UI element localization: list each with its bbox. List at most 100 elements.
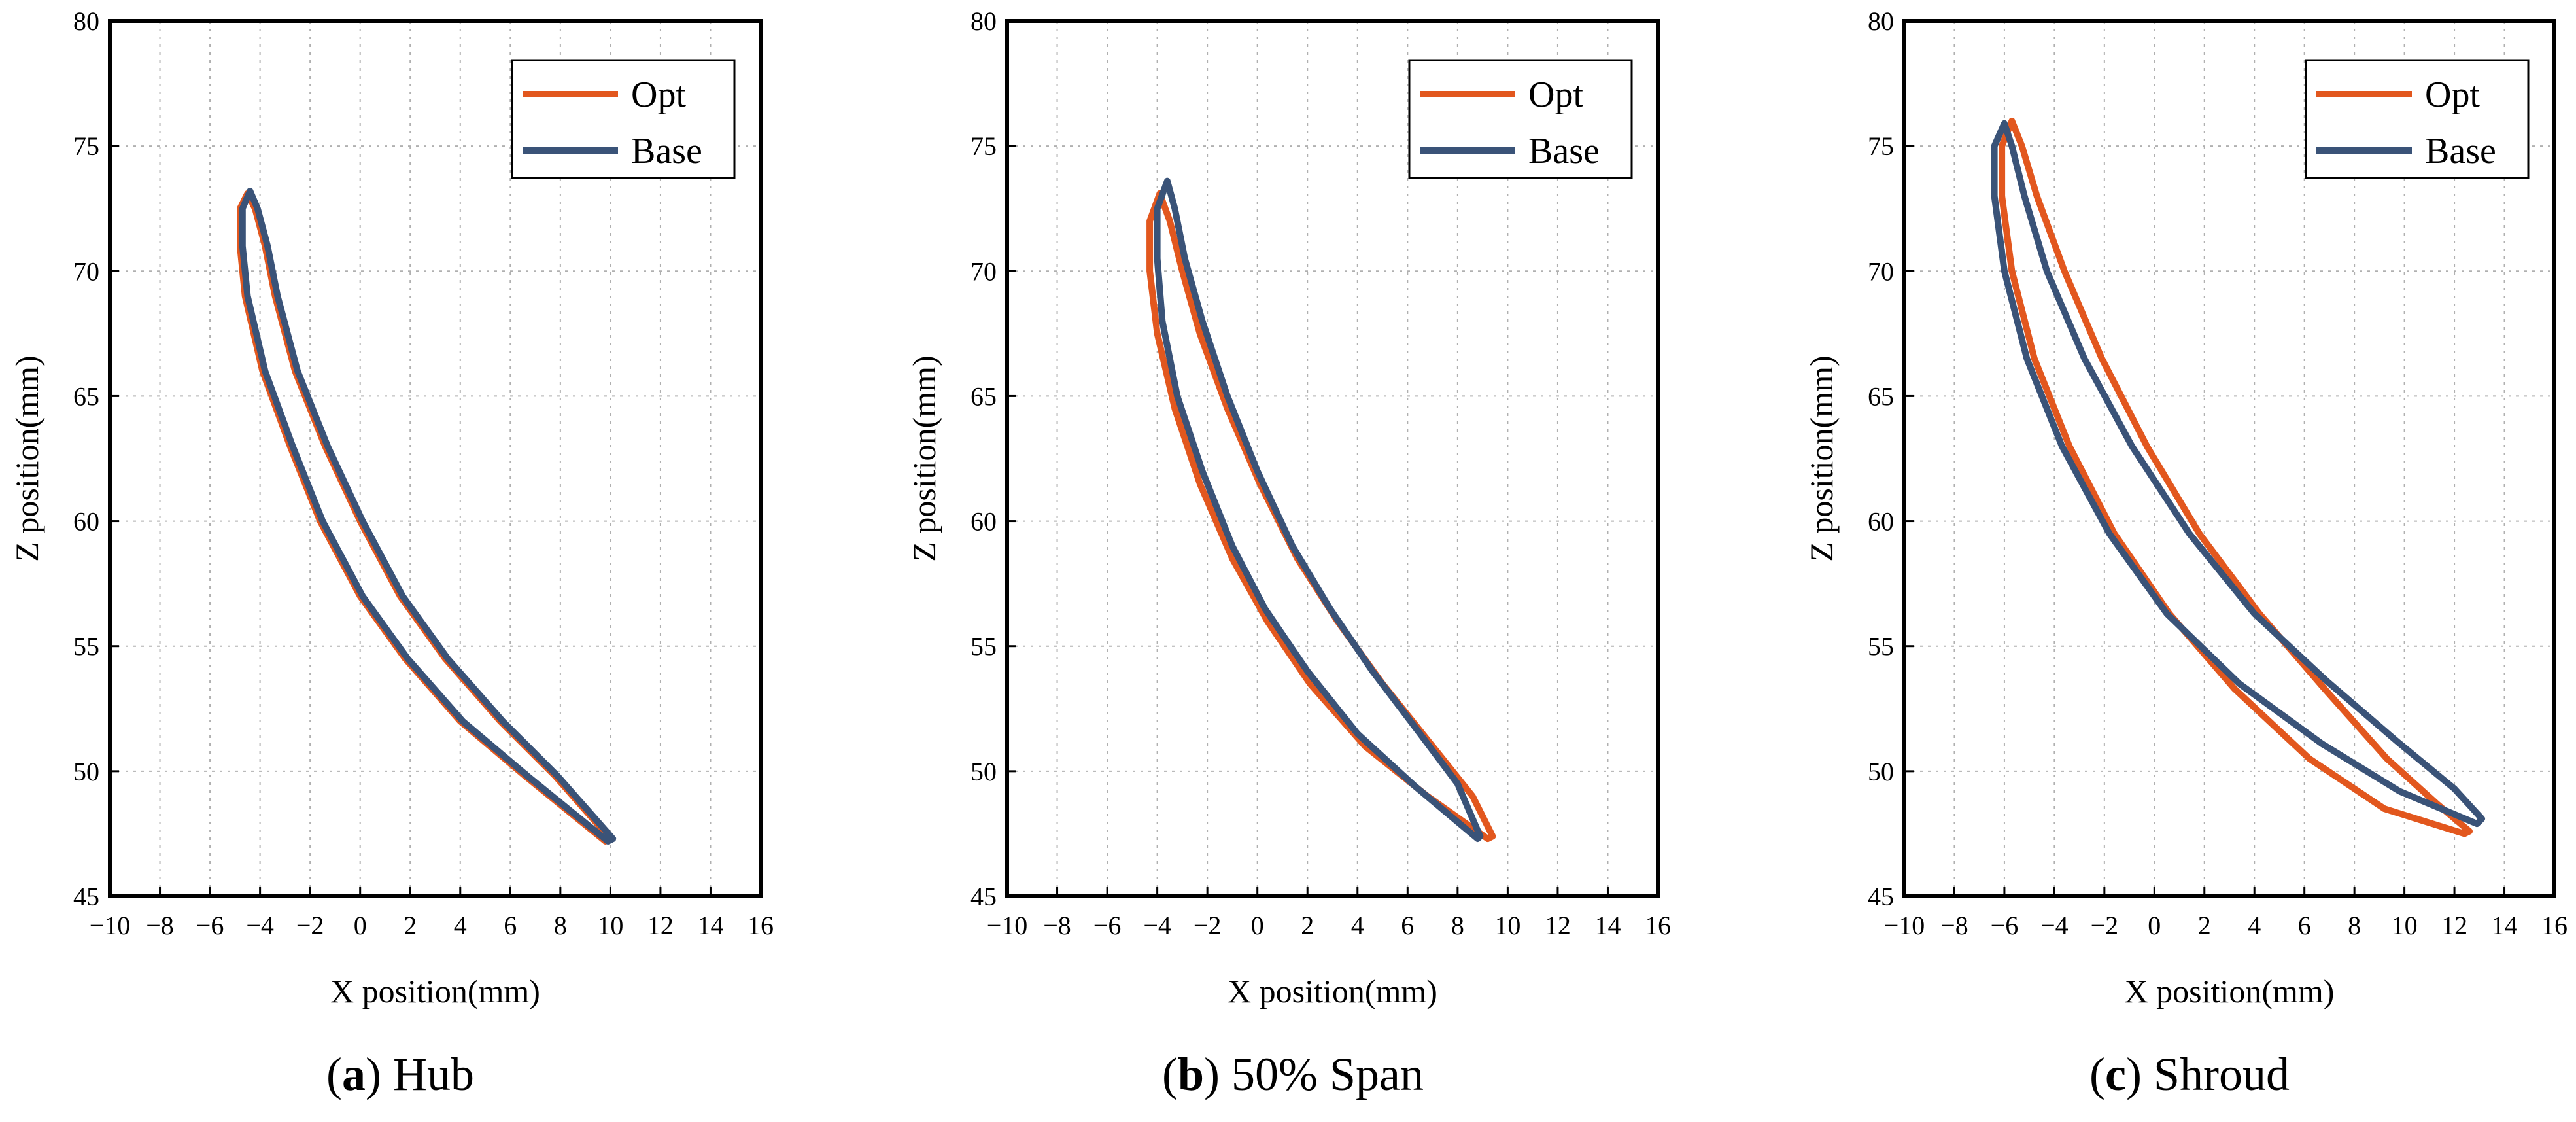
y-tick-label: 60 (970, 507, 997, 536)
caption-paren-close: ) (366, 1048, 381, 1100)
x-tick-label: 16 (2541, 911, 2567, 940)
chart-panel-c: −10 −8 −6 −4 −2 0 2 4 6 8 10 12 14 16 45 50 55 60 65 70 75 80… (1803, 7, 2567, 1100)
legend-label-base: Base (631, 131, 702, 171)
legend: Opt Base (1408, 59, 1633, 179)
y-tick-label: 80 (73, 7, 99, 36)
x-axis-label: X position(mm) (2125, 973, 2335, 1009)
y-tick-label: 65 (73, 381, 99, 411)
caption-paren-close: ) (2126, 1048, 2142, 1100)
plot-frame (1005, 19, 1660, 898)
y-axis-label: Z position(mm) (1803, 355, 1840, 561)
caption-text: Shroud (2142, 1048, 2290, 1100)
x-tick-label: −4 (2040, 911, 2069, 940)
y-tick-label: 70 (73, 256, 99, 286)
y-axis-label: Z position(mm) (9, 355, 45, 561)
y-tick-label: 45 (73, 882, 99, 911)
y-tick-label: 80 (1868, 7, 1894, 36)
x-tick-label: −4 (1143, 911, 1171, 940)
x-tick-label: −8 (1043, 911, 1071, 940)
legend-box (2305, 59, 2530, 179)
x-tick-label: 10 (1494, 911, 1520, 940)
x-tick-label: 6 (504, 911, 517, 940)
x-tick-label: 6 (2298, 911, 2311, 940)
series-base-line (1154, 177, 1484, 843)
x-tick-label: 4 (454, 911, 467, 940)
x-tick-label: 8 (2348, 911, 2361, 940)
series-base-line (239, 188, 617, 845)
x-tick-label: 2 (404, 911, 417, 940)
y-tick-label: 70 (970, 256, 997, 286)
caption-letter: b (1178, 1048, 1204, 1100)
x-tick-label: −6 (1991, 911, 2019, 940)
x-tick-label: 2 (2198, 911, 2211, 940)
caption-letter: a (342, 1048, 366, 1100)
legend-label-base: Base (1528, 131, 1600, 171)
series-base-line (1991, 120, 2486, 828)
legend: Opt Base (2305, 59, 2530, 179)
x-tick-label: 0 (2148, 911, 2161, 940)
x-tick-label: 8 (554, 911, 567, 940)
x-tick-label: 2 (1301, 911, 1314, 940)
x-tick-label: −8 (146, 911, 174, 940)
y-tick-label: 70 (1868, 256, 1894, 286)
x-tick-label: −2 (296, 911, 324, 940)
y-tick-label: 75 (1868, 131, 1894, 161)
x-tick-label: 12 (2441, 911, 2467, 940)
caption-paren-close: ) (1204, 1048, 1220, 1100)
legend-label-opt: Opt (631, 75, 686, 115)
x-tick-label: −6 (196, 911, 224, 940)
caption-text: 50% Span (1220, 1048, 1424, 1100)
x-tick-label: 14 (697, 911, 723, 940)
x-tick-label: −10 (90, 911, 131, 940)
panel-caption: (b) 50% Span (1162, 1048, 1424, 1100)
y-tick-label: 55 (73, 632, 99, 661)
x-tick-label: 0 (354, 911, 367, 940)
x-tick-label: 12 (647, 911, 674, 940)
x-tick-label: 4 (2248, 911, 2261, 940)
x-tick-label: 4 (1351, 911, 1364, 940)
legend-label-opt: Opt (1528, 75, 1583, 115)
plot-frame (1902, 19, 2556, 898)
y-tick-label: 60 (1868, 507, 1894, 536)
x-tick-label: −4 (246, 911, 274, 940)
y-axis-label: Z position(mm) (906, 355, 942, 561)
series-opt-line (1999, 117, 2473, 837)
x-tick-label: −8 (1940, 911, 1968, 940)
x-tick-label: 16 (747, 911, 774, 940)
y-tick-label: 75 (73, 131, 99, 161)
x-tick-label: −2 (1194, 911, 1222, 940)
chart-panel-a: −10 −8 −6 −4 −2 0 2 4 6 8 10 12 14 16 45 50 55 60 65 70 75 80… (9, 7, 774, 1100)
caption-paren-open: ( (2089, 1048, 2105, 1100)
y-tick-label: 65 (1868, 381, 1894, 411)
y-tick-label: 45 (970, 882, 997, 911)
x-tick-label: 12 (1545, 911, 1571, 940)
caption-letter: c (2105, 1048, 2126, 1100)
y-tick-label: 50 (1868, 757, 1894, 786)
caption-paren-open: ( (326, 1048, 342, 1100)
legend-box (1408, 59, 1633, 179)
x-axis-label: X position(mm) (1228, 973, 1437, 1009)
x-tick-label: −6 (1093, 911, 1122, 940)
y-tick-label: 60 (73, 507, 99, 536)
y-tick-label: 65 (970, 381, 997, 411)
y-tick-label: 75 (970, 131, 997, 161)
legend-label-opt: Opt (2425, 75, 2480, 115)
caption-text: Hub (381, 1048, 474, 1100)
x-tick-label: 10 (597, 911, 623, 940)
y-tick-label: 55 (1868, 632, 1894, 661)
y-tick-label: 50 (73, 757, 99, 786)
y-tick-label: 55 (970, 632, 997, 661)
x-tick-label: −10 (1884, 911, 1925, 940)
x-tick-label: 14 (2492, 911, 2518, 940)
caption-paren-open: ( (1162, 1048, 1178, 1100)
x-tick-label: 16 (1645, 911, 1671, 940)
x-tick-label: 8 (1451, 911, 1464, 940)
x-tick-label: 10 (2392, 911, 2418, 940)
x-tick-label: −2 (2091, 911, 2119, 940)
legend: Opt Base (511, 59, 736, 179)
x-axis-label: X position(mm) (330, 973, 540, 1009)
y-tick-label: 45 (1868, 882, 1894, 911)
panel-caption: (a) Hub (326, 1048, 474, 1100)
series-opt-line (1146, 190, 1496, 843)
